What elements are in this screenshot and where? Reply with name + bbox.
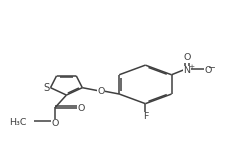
Text: O: O: [52, 119, 59, 128]
Text: F: F: [143, 112, 148, 121]
Text: H₃C: H₃C: [9, 118, 27, 127]
Text: S: S: [43, 83, 50, 93]
Text: O: O: [97, 87, 104, 96]
Text: O: O: [183, 53, 191, 63]
Text: O: O: [204, 66, 212, 75]
Text: −: −: [208, 62, 215, 71]
Text: O: O: [78, 104, 85, 113]
Text: +: +: [188, 64, 194, 69]
Text: N: N: [184, 66, 191, 75]
